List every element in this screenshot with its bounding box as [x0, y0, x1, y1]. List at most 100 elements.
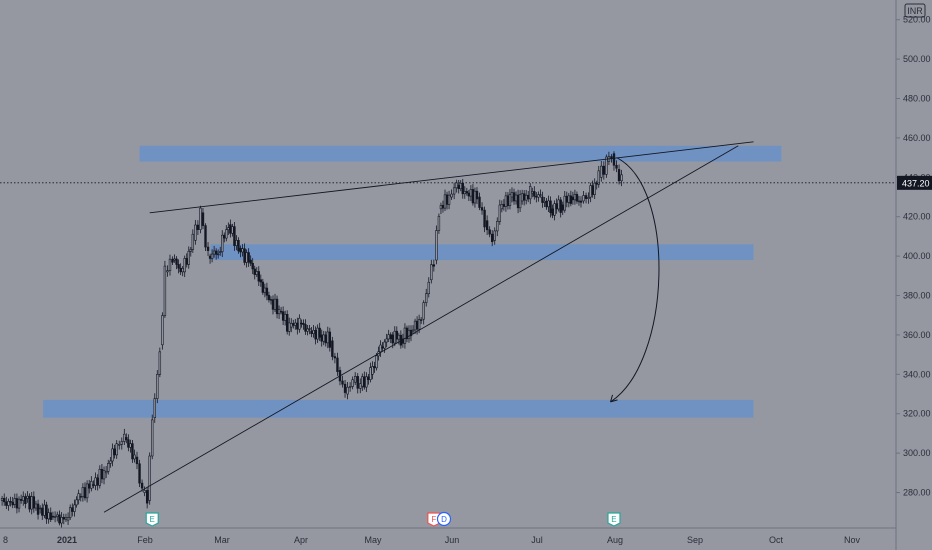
candle-body	[231, 226, 234, 234]
candle-body	[92, 484, 95, 486]
candle-body	[233, 226, 236, 246]
candle-body	[158, 351, 162, 375]
candle-body	[237, 240, 240, 252]
candle-body	[514, 194, 518, 202]
candle-body	[229, 224, 232, 234]
candle-body	[356, 376, 359, 389]
time-tick-label: 8	[3, 535, 8, 545]
candle-body	[298, 317, 301, 330]
price-tick-label: 400.00	[903, 251, 931, 261]
price-tick-label: 280.00	[903, 488, 931, 498]
candle-body	[281, 311, 285, 321]
candle-body	[294, 322, 297, 326]
candle-body	[445, 194, 449, 205]
candle-body	[173, 258, 176, 261]
candle-body	[432, 264, 436, 267]
candle-body	[496, 221, 499, 232]
candle-body	[504, 195, 508, 207]
candle-body	[201, 212, 205, 226]
candle-body	[7, 501, 10, 506]
candle-body	[71, 507, 74, 512]
candle-body	[113, 448, 116, 456]
candle-body	[235, 240, 238, 246]
candle-body	[520, 193, 524, 202]
candle-body	[0, 498, 4, 501]
candle-body	[38, 507, 42, 510]
candle-body	[24, 496, 27, 504]
candle-body	[100, 468, 104, 480]
candle-body	[302, 323, 305, 325]
candle-body	[285, 313, 289, 332]
candle-body	[204, 225, 207, 248]
candle-body	[94, 477, 97, 486]
time-tick-label: 2021	[57, 535, 77, 545]
trend-line	[149, 141, 754, 214]
candle-body	[316, 327, 319, 340]
candle-body	[168, 258, 172, 271]
candle-body	[551, 208, 554, 216]
candle-body	[395, 330, 399, 340]
currency-badge: INR	[904, 3, 926, 18]
candle-body	[177, 264, 180, 269]
candle-body	[292, 323, 295, 326]
candle-body	[187, 250, 190, 265]
candle-body	[447, 194, 451, 205]
candle-body	[587, 197, 590, 199]
candle-body	[582, 195, 585, 202]
candle-body	[502, 204, 506, 207]
candle-body	[425, 293, 428, 303]
candle-body	[498, 204, 502, 222]
time-tick-label: Jul	[531, 535, 543, 545]
candle-body	[320, 334, 323, 342]
candle-body	[257, 271, 260, 282]
candle-body	[328, 331, 332, 348]
candle-body	[559, 199, 562, 213]
candle-body	[300, 322, 303, 325]
candle-body	[129, 443, 132, 448]
earnings-marker[interactable]	[145, 512, 159, 527]
price-tick-label: 380.00	[903, 291, 931, 301]
candle-body	[179, 267, 182, 273]
candle-body	[437, 215, 441, 231]
candle-body	[163, 265, 167, 316]
candle-body	[79, 496, 82, 498]
candle-body	[175, 258, 178, 265]
financials-marker[interactable]	[427, 512, 441, 527]
candle-body	[265, 287, 269, 296]
candle-body	[183, 258, 186, 273]
candle-body	[115, 443, 118, 456]
candle-body	[118, 443, 121, 446]
price-tick-label: 520.00	[903, 15, 931, 25]
candle-body	[15, 498, 19, 509]
candle-body	[261, 281, 265, 293]
candle-body	[140, 482, 144, 489]
candle-body	[212, 250, 216, 255]
candle-body	[379, 344, 382, 353]
candle-body	[557, 199, 560, 210]
candle-body	[223, 234, 226, 239]
candle-body	[430, 264, 433, 281]
candle-body	[573, 194, 577, 201]
candle-body	[64, 517, 68, 520]
candle-body	[143, 490, 146, 493]
candle-body	[53, 516, 57, 518]
candle-body	[617, 169, 621, 182]
candle-body	[85, 483, 89, 499]
candle-body	[304, 324, 307, 332]
earnings-marker[interactable]	[607, 512, 621, 527]
last-price-badge	[897, 175, 932, 190]
candle-body	[361, 376, 364, 387]
candle-body	[138, 463, 141, 484]
candle-body	[615, 164, 618, 169]
candle-body	[308, 328, 311, 330]
candle-body	[469, 189, 473, 197]
candle-body	[51, 515, 55, 518]
candle-body	[371, 366, 374, 375]
candle-body	[156, 374, 159, 399]
candle-body	[593, 182, 596, 195]
candle-body	[537, 194, 540, 198]
dividend-marker[interactable]	[436, 511, 452, 527]
candle-body	[279, 310, 283, 313]
